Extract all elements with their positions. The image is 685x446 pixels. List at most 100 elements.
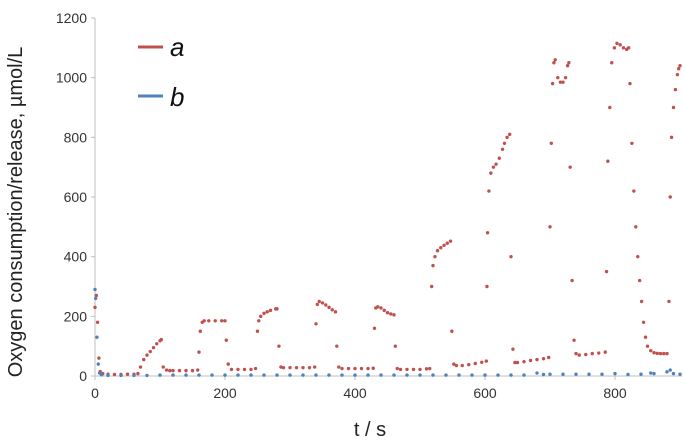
data-point-a bbox=[494, 162, 498, 166]
data-point-a bbox=[95, 320, 100, 324]
data-point-a bbox=[207, 319, 211, 323]
x-tick-label: 200 bbox=[213, 385, 237, 401]
data-point-a bbox=[671, 105, 676, 110]
y-axis-title: Oxygen consumption/release, µmol/L bbox=[5, 47, 27, 378]
data-point-a bbox=[389, 312, 393, 316]
data-point-b bbox=[405, 373, 409, 377]
data-point-a bbox=[138, 365, 143, 369]
legend-item-a: a bbox=[138, 32, 184, 62]
data-point-b bbox=[132, 373, 136, 378]
data-point-a bbox=[327, 305, 331, 310]
data-point-a bbox=[317, 299, 321, 304]
data-point-a bbox=[610, 61, 614, 65]
data-point-b bbox=[249, 373, 253, 377]
data-point-b bbox=[184, 373, 188, 377]
data-point-a bbox=[428, 366, 432, 371]
data-point-a bbox=[418, 367, 422, 372]
data-point-b bbox=[106, 373, 110, 378]
data-point-a bbox=[590, 351, 594, 356]
data-point-b bbox=[93, 287, 97, 292]
data-point-a bbox=[366, 366, 370, 371]
data-point-a bbox=[556, 75, 560, 80]
y-tick-label: 400 bbox=[64, 249, 88, 265]
data-point-a bbox=[668, 195, 672, 199]
data-point-a bbox=[612, 46, 617, 50]
data-point-a bbox=[405, 367, 409, 372]
data-point-a bbox=[662, 351, 666, 356]
data-point-a bbox=[450, 329, 454, 333]
data-point-a bbox=[502, 141, 507, 145]
y-tick-label: 800 bbox=[64, 129, 88, 145]
y-tick-label: 200 bbox=[64, 308, 88, 324]
data-point-a bbox=[641, 320, 646, 324]
data-point-a bbox=[288, 365, 292, 370]
data-point-a bbox=[346, 366, 351, 371]
data-point-a bbox=[161, 365, 165, 369]
legend-label-b: b bbox=[170, 82, 184, 112]
x-axis-title: t / s bbox=[354, 419, 386, 441]
data-point-a bbox=[164, 368, 169, 372]
data-point-a bbox=[424, 367, 429, 371]
data-point-a bbox=[224, 338, 228, 342]
data-point-b bbox=[171, 373, 175, 377]
data-point-b bbox=[314, 373, 318, 377]
data-point-a bbox=[509, 254, 513, 259]
data-point-a bbox=[638, 278, 642, 283]
x-tick-label: 400 bbox=[343, 385, 367, 401]
data-point-a bbox=[500, 147, 505, 151]
data-point-a bbox=[669, 135, 674, 140]
data-point-b bbox=[671, 371, 676, 376]
y-tick-label: 1200 bbox=[56, 10, 87, 26]
data-point-a bbox=[563, 75, 568, 80]
data-point-a bbox=[262, 311, 266, 316]
data-point-a bbox=[489, 171, 493, 175]
data-point-b bbox=[275, 373, 279, 377]
data-point-a bbox=[568, 165, 572, 169]
data-point-b bbox=[431, 373, 435, 377]
data-point-a bbox=[628, 81, 632, 86]
x-tick-label: 800 bbox=[603, 385, 627, 401]
data-point-a bbox=[236, 367, 240, 372]
data-point-a bbox=[125, 372, 130, 376]
data-point-a bbox=[677, 67, 681, 71]
data-point-a bbox=[597, 351, 601, 355]
data-point-b bbox=[379, 373, 383, 377]
data-point-a bbox=[226, 362, 230, 366]
data-point-a bbox=[279, 365, 283, 369]
data-point-a bbox=[155, 342, 159, 346]
data-point-b bbox=[327, 373, 331, 377]
data-point-a bbox=[335, 344, 339, 348]
data-point-b bbox=[665, 370, 669, 374]
data-point-b bbox=[548, 372, 552, 376]
data-point-a bbox=[439, 246, 443, 250]
data-point-a bbox=[570, 278, 574, 283]
data-point-a bbox=[639, 299, 644, 304]
data-point-a bbox=[294, 365, 299, 370]
data-point-b bbox=[668, 368, 672, 372]
data-point-a bbox=[535, 357, 539, 362]
data-point-a bbox=[636, 254, 640, 259]
data-point-a bbox=[561, 80, 565, 84]
data-point-a bbox=[630, 141, 634, 145]
data-point-a bbox=[411, 367, 416, 372]
x-tick-label: 600 bbox=[473, 385, 497, 401]
y-axis-ticks: 0 200 400 600 800 1000 1200 bbox=[56, 10, 95, 384]
data-point-a bbox=[281, 365, 286, 370]
x-tick-label: 0 bbox=[91, 385, 99, 401]
data-point-b bbox=[483, 373, 487, 377]
data-point-a bbox=[431, 263, 435, 268]
y-tick-label: 1000 bbox=[56, 70, 87, 86]
data-point-a bbox=[606, 159, 610, 163]
data-point-a bbox=[452, 362, 456, 366]
data-point-a bbox=[553, 58, 557, 62]
data-point-a bbox=[577, 353, 581, 357]
data-point-a bbox=[522, 359, 526, 364]
data-point-a bbox=[371, 366, 375, 370]
data-point-a bbox=[567, 61, 571, 65]
data-point-b bbox=[145, 373, 149, 378]
data-point-a bbox=[584, 352, 588, 357]
data-point-a bbox=[340, 366, 344, 371]
data-point-a bbox=[184, 368, 188, 373]
data-point-a bbox=[142, 357, 146, 362]
